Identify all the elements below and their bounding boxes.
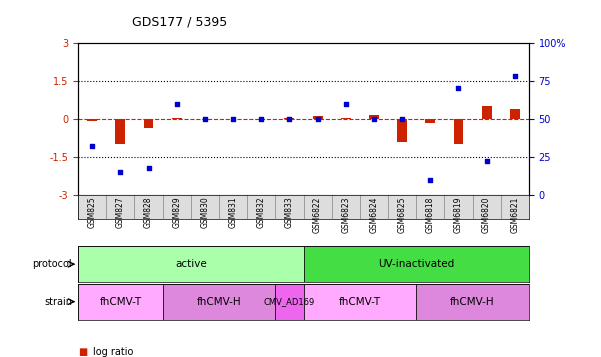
Point	[144, 165, 153, 170]
Text: GSM828: GSM828	[144, 196, 153, 228]
Point	[341, 101, 350, 106]
Text: GSM830: GSM830	[200, 196, 209, 228]
Point	[285, 116, 294, 122]
Text: fhCMV-T: fhCMV-T	[99, 297, 141, 307]
Point	[115, 169, 125, 175]
Point	[426, 177, 435, 182]
Bar	[426, 119, 435, 123]
Text: GSM829: GSM829	[172, 196, 182, 228]
Text: GSM6821: GSM6821	[510, 196, 519, 232]
Text: ■: ■	[78, 347, 87, 357]
Point	[454, 86, 463, 91]
Text: strain: strain	[44, 297, 72, 307]
FancyBboxPatch shape	[304, 246, 529, 282]
Bar	[341, 117, 351, 119]
Text: GSM6819: GSM6819	[454, 196, 463, 233]
Bar	[284, 117, 294, 119]
Text: fhCMV-H: fhCMV-H	[450, 297, 495, 307]
Bar	[172, 117, 182, 119]
Text: fhCMV-H: fhCMV-H	[197, 297, 242, 307]
Point	[228, 116, 238, 122]
FancyBboxPatch shape	[304, 284, 416, 320]
Text: GSM6823: GSM6823	[341, 196, 350, 233]
Text: fhCMV-T: fhCMV-T	[339, 297, 381, 307]
Text: protocol: protocol	[32, 259, 72, 269]
FancyBboxPatch shape	[78, 284, 163, 320]
Text: log ratio: log ratio	[93, 347, 133, 357]
Point	[313, 116, 322, 122]
Bar	[144, 119, 153, 128]
Point	[369, 116, 379, 122]
Text: GSM833: GSM833	[285, 196, 294, 228]
Bar	[454, 119, 463, 144]
Bar	[369, 115, 379, 119]
Text: GSM6820: GSM6820	[482, 196, 491, 233]
Text: CMV_AD169: CMV_AD169	[264, 297, 315, 306]
Bar	[397, 119, 407, 142]
Text: GSM6818: GSM6818	[426, 196, 435, 232]
Text: active: active	[175, 259, 207, 269]
FancyBboxPatch shape	[416, 284, 529, 320]
Bar	[481, 106, 492, 119]
FancyBboxPatch shape	[275, 284, 304, 320]
Text: GSM832: GSM832	[257, 196, 266, 228]
Text: GSM6824: GSM6824	[370, 196, 379, 233]
Text: GSM6822: GSM6822	[313, 196, 322, 232]
Bar	[115, 119, 126, 144]
Point	[482, 159, 492, 164]
Text: GSM6825: GSM6825	[398, 196, 407, 233]
Bar	[510, 109, 520, 119]
Point	[257, 116, 266, 122]
Text: GSM825: GSM825	[88, 196, 97, 228]
Bar	[87, 119, 97, 121]
Point	[510, 74, 520, 79]
Text: GSM827: GSM827	[116, 196, 125, 228]
Point	[200, 116, 210, 122]
Text: UV-inactivated: UV-inactivated	[378, 259, 454, 269]
Text: GDS177 / 5395: GDS177 / 5395	[132, 16, 227, 29]
FancyBboxPatch shape	[163, 284, 275, 320]
FancyBboxPatch shape	[78, 246, 304, 282]
Text: GSM831: GSM831	[228, 196, 237, 228]
Point	[172, 101, 182, 106]
Point	[87, 144, 97, 149]
Point	[397, 116, 407, 122]
Bar	[313, 116, 323, 119]
